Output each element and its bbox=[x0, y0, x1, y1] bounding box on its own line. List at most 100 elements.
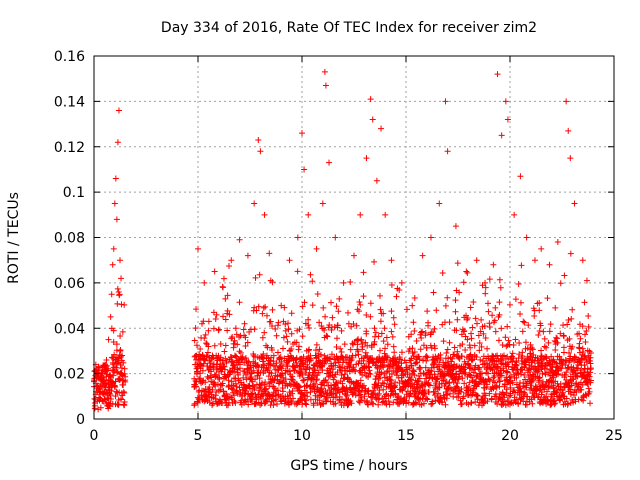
data-point bbox=[120, 381, 127, 388]
data-point bbox=[316, 346, 323, 353]
data-point bbox=[272, 326, 279, 333]
data-point bbox=[313, 341, 320, 348]
data-point bbox=[314, 291, 321, 298]
data-point bbox=[492, 328, 499, 335]
data-point bbox=[451, 351, 458, 358]
data-point bbox=[427, 234, 434, 241]
data-point bbox=[513, 374, 520, 381]
data-point bbox=[566, 335, 573, 342]
data-point bbox=[273, 332, 280, 339]
data-point bbox=[484, 370, 491, 377]
data-point bbox=[319, 200, 326, 207]
data-point bbox=[255, 136, 262, 143]
data-point bbox=[459, 341, 466, 348]
data-point bbox=[464, 315, 471, 322]
data-point bbox=[243, 376, 250, 383]
data-point bbox=[319, 367, 326, 374]
data-point bbox=[203, 340, 210, 347]
data-point bbox=[377, 306, 384, 313]
data-point bbox=[334, 322, 341, 329]
data-point bbox=[341, 341, 348, 348]
data-point bbox=[398, 360, 405, 367]
data-point bbox=[221, 348, 228, 355]
data-point bbox=[201, 335, 208, 342]
data-point bbox=[117, 257, 123, 264]
data-point bbox=[455, 393, 462, 400]
data-point bbox=[390, 343, 397, 350]
data-point bbox=[416, 375, 423, 382]
data-point bbox=[502, 98, 509, 105]
data-point bbox=[446, 339, 453, 346]
data-point bbox=[523, 234, 530, 241]
data-point bbox=[369, 116, 376, 123]
data-point bbox=[257, 148, 264, 155]
data-point bbox=[420, 400, 427, 407]
data-point bbox=[553, 371, 560, 378]
data-point bbox=[371, 338, 378, 345]
data-point bbox=[467, 344, 474, 351]
data-point bbox=[386, 401, 393, 408]
data-point bbox=[582, 391, 589, 398]
data-point bbox=[536, 299, 543, 306]
data-point bbox=[581, 299, 588, 306]
data-point bbox=[482, 392, 489, 399]
data-point bbox=[503, 368, 510, 375]
data-point bbox=[421, 390, 428, 397]
data-point bbox=[474, 320, 481, 327]
data-point bbox=[441, 371, 448, 378]
data-point bbox=[500, 391, 507, 398]
data-point bbox=[333, 390, 340, 397]
data-point bbox=[111, 200, 118, 207]
data-point bbox=[300, 363, 307, 370]
data-point bbox=[200, 318, 207, 325]
data-point bbox=[557, 280, 564, 287]
data-point bbox=[535, 331, 542, 338]
data-point bbox=[115, 107, 122, 114]
data-point bbox=[412, 399, 419, 406]
data-point bbox=[424, 354, 431, 361]
data-point bbox=[567, 391, 574, 398]
data-point bbox=[121, 365, 128, 372]
y-tick-label: 0.08 bbox=[54, 231, 85, 247]
data-point bbox=[290, 395, 297, 402]
data-point bbox=[279, 388, 286, 395]
data-point bbox=[309, 302, 316, 309]
data-point bbox=[469, 324, 476, 331]
data-point bbox=[485, 376, 492, 383]
data-point bbox=[456, 289, 463, 296]
data-point bbox=[347, 278, 354, 285]
data-point bbox=[228, 335, 235, 342]
data-point bbox=[110, 372, 117, 379]
data-point bbox=[285, 320, 292, 327]
data-point bbox=[267, 318, 274, 325]
data-point bbox=[485, 308, 492, 315]
data-point bbox=[528, 345, 535, 352]
data-point bbox=[255, 399, 262, 406]
data-point bbox=[586, 388, 593, 395]
data-point bbox=[471, 342, 478, 349]
data-point bbox=[363, 328, 370, 335]
data-point bbox=[453, 327, 460, 334]
data-point bbox=[541, 335, 548, 342]
data-point bbox=[579, 323, 586, 330]
data-point bbox=[250, 367, 257, 374]
data-point bbox=[259, 310, 266, 317]
data-point bbox=[97, 395, 104, 402]
data-point bbox=[444, 391, 451, 398]
data-point bbox=[546, 261, 553, 268]
data-point bbox=[583, 277, 590, 284]
data-point bbox=[367, 371, 374, 378]
data-point bbox=[212, 316, 219, 323]
data-point bbox=[195, 245, 201, 252]
y-tick-label: 0.12 bbox=[54, 140, 85, 156]
data-point bbox=[102, 362, 109, 369]
data-point bbox=[379, 399, 386, 406]
data-point bbox=[450, 393, 457, 400]
data-point bbox=[288, 310, 295, 317]
data-point bbox=[449, 355, 456, 362]
y-axis-title: ROTI / TECUs bbox=[6, 192, 22, 284]
data-point bbox=[388, 282, 395, 289]
data-point bbox=[484, 345, 491, 352]
data-point bbox=[279, 370, 286, 377]
